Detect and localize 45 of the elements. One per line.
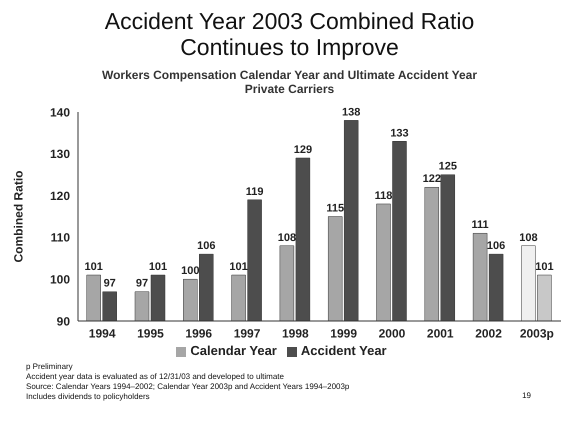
y-tick-label: 110 xyxy=(50,230,70,245)
text: Accident year data is evaluated as of 12/31/03 and developed to ultimate xyxy=(26,372,285,382)
chart-title: Accident Year 2003 Combined Ratio Continues to Improve xyxy=(104,8,476,60)
data-label: 138 xyxy=(342,106,360,118)
data-label: 101 xyxy=(535,261,554,274)
x-tick-label: 1996 xyxy=(185,326,212,341)
data-label: 119 xyxy=(246,186,264,198)
x-tick-label: 1997 xyxy=(234,326,261,341)
data-label: 97 xyxy=(136,278,148,290)
chart-subtitle: Workers Compensation Calendar Year and Ultimate Accident Year Private Carriers xyxy=(100,68,478,96)
legend-label: Calendar Year xyxy=(190,343,277,358)
text: p Preliminary xyxy=(26,362,74,372)
x-tick-label: 1994 xyxy=(88,326,116,341)
y-tick-label: 90 xyxy=(56,314,70,328)
y-tick-label: 100 xyxy=(50,272,70,286)
data-label: 115 xyxy=(326,202,344,214)
data-label: 101 xyxy=(148,261,168,274)
x-tick-label: 1995 xyxy=(137,326,164,341)
source-note: Source: Calendar Years 1994–2002; Calendar Year 2003p and Accident Years 1994–2003p xyxy=(26,382,350,392)
x-tick-label: 2001 xyxy=(426,326,454,341)
y-axis-title: Combined Ratio xyxy=(11,170,26,262)
text: 19 xyxy=(522,391,531,400)
x-tick-label: 1998 xyxy=(282,326,310,341)
legend-label: Accident Year xyxy=(300,343,387,358)
x-tick-label: 2003p xyxy=(520,326,554,341)
data-label: 97 xyxy=(104,278,116,290)
data-label: 106 xyxy=(197,240,216,252)
data-label: 100 xyxy=(181,265,200,278)
data-label: 133 xyxy=(390,127,409,140)
data-label: 122 xyxy=(422,173,441,186)
y-tick-label: 130 xyxy=(50,147,70,162)
x-tick-label: 1999 xyxy=(330,326,358,341)
text: Includes dividends to policyholders xyxy=(26,392,151,402)
data-label: 118 xyxy=(374,190,392,202)
x-tick-label: 2000 xyxy=(378,326,406,341)
data-label: 108 xyxy=(519,232,538,244)
data-label: 129 xyxy=(294,144,312,156)
y-tick-label: 140 xyxy=(50,105,70,120)
data-label: 106 xyxy=(486,240,506,252)
data-label: 125 xyxy=(438,160,457,173)
data-label: 111 xyxy=(472,219,489,232)
data-label: 101 xyxy=(229,261,248,274)
x-tick-label: 2002 xyxy=(475,326,502,341)
data-label: 101 xyxy=(84,261,103,274)
y-tick-label: 120 xyxy=(50,188,70,203)
